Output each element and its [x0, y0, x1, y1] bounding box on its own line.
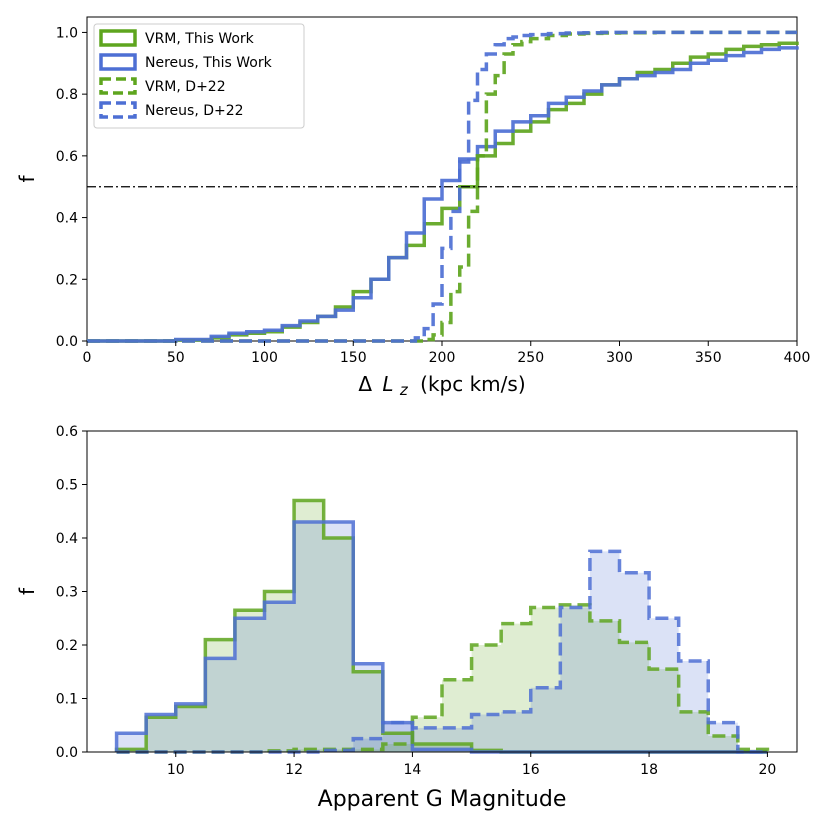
cdf-x-label-sub: z [399, 381, 409, 399]
cdf-x-tick-label: 50 [167, 350, 185, 366]
cdf-x-tick-label: 300 [606, 350, 633, 366]
histogram-y-tick-label: 0.2 [56, 638, 78, 654]
cdf-x-tick-label: 150 [340, 350, 367, 366]
legend-label: VRM, This Work [145, 31, 255, 47]
histogram-y-tick-label: 0.1 [56, 692, 78, 708]
histogram-fills [116, 500, 768, 752]
cdf-x-axis-label: Δ L z (kpc km/s) [358, 372, 525, 400]
cdf-x-tick-label: 400 [784, 350, 811, 366]
histogram-y-tick-label: 0.4 [56, 531, 78, 547]
cdf-x-ticks: 0 50 100 150 200 250 300 350 400 [83, 341, 811, 366]
cdf-y-tick-label: 0.8 [56, 87, 78, 103]
histogram-y-axis-label: f [15, 587, 39, 595]
histogram-x-tick-label: 14 [404, 762, 422, 778]
cdf-y-ticks: 0.0 0.2 0.4 0.6 0.8 1.0 [56, 25, 87, 350]
legend-label: Nereus, D+22 [145, 103, 244, 119]
legend-label: VRM, D+22 [145, 79, 226, 95]
cdf-y-tick-label: 0.6 [56, 149, 78, 165]
cdf-series-nereus-d-22 [87, 30, 797, 343]
histogram-fill-nereus-this-work [116, 521, 768, 752]
legend-swatch [99, 101, 137, 119]
histogram-x-tick-label: 12 [285, 762, 303, 778]
histogram-x-axis-label: Apparent G Magnitude [318, 787, 567, 812]
histogram-y-tick-label: 0.5 [56, 478, 78, 494]
histogram-x-tick-label: 16 [522, 762, 540, 778]
cdf-x-tick-label: 350 [695, 350, 722, 366]
legend: VRM, This Work Nereus, This Work VRM, D+22… [93, 23, 305, 129]
histogram-x-tick-label: 20 [759, 762, 777, 778]
cdf-y-axis-label: f [15, 175, 39, 183]
legend-swatch [99, 77, 137, 95]
histogram-panel: 10 12 14 16 18 20 0.0 0.1 0.2 0.3 0.4 0.5 0.6 Appar… [15, 424, 798, 812]
legend-box [93, 23, 305, 129]
histogram-fill-vrm-d-22 [116, 604, 768, 752]
legend-swatch [99, 53, 137, 71]
histogram-x-tick-label: 10 [167, 762, 185, 778]
cdf-y-tick-label: 0.0 [56, 334, 78, 350]
cdf-series-nereus-this-work [87, 46, 799, 343]
cdf-series-group [87, 30, 799, 343]
legend-entry-vrm-this-work: VRM, This Work [99, 29, 255, 47]
histogram-y-ticks: 0.0 0.1 0.2 0.3 0.4 0.5 0.6 [56, 424, 87, 761]
cdf-y-tick-label: 0.2 [56, 272, 78, 288]
histogram-fill-vrm-this-work [116, 500, 768, 752]
cdf-y-tick-label: 1.0 [56, 25, 78, 41]
cdf-x-label-units: (kpc km/s) [420, 372, 525, 396]
cdf-y-tick-label: 0.4 [56, 211, 78, 227]
histogram-x-tick-label: 18 [640, 762, 658, 778]
legend-entry-nereus-this-work: Nereus, This Work [99, 53, 273, 71]
histogram-x-ticks: 10 12 14 16 18 20 [167, 752, 776, 778]
legend-label: Nereus, This Work [145, 55, 273, 71]
legend-entry-vrm-d-22: VRM, D+22 [99, 77, 226, 95]
histogram-y-tick-label: 0.0 [56, 745, 78, 761]
cdf-panel: 0 50 100 150 200 250 300 350 400 0.0 0.2 0.4 0.6 0.8… [15, 16, 811, 400]
histogram-fill-nereus-d-22 [116, 551, 768, 752]
legend-entry-nereus-d-22: Nereus, D+22 [99, 101, 244, 119]
histogram-y-tick-label: 0.3 [56, 585, 78, 601]
histogram-y-tick-label: 0.6 [56, 424, 78, 440]
cdf-x-label-var: L [382, 372, 393, 396]
cdf-x-tick-label: 250 [517, 350, 544, 366]
cdf-x-label-prefix: Δ [358, 372, 372, 396]
legend-swatch [99, 29, 137, 47]
cdf-x-tick-label: 100 [251, 350, 278, 366]
cdf-x-tick-label: 0 [83, 350, 92, 366]
cdf-x-tick-label: 200 [429, 350, 456, 366]
